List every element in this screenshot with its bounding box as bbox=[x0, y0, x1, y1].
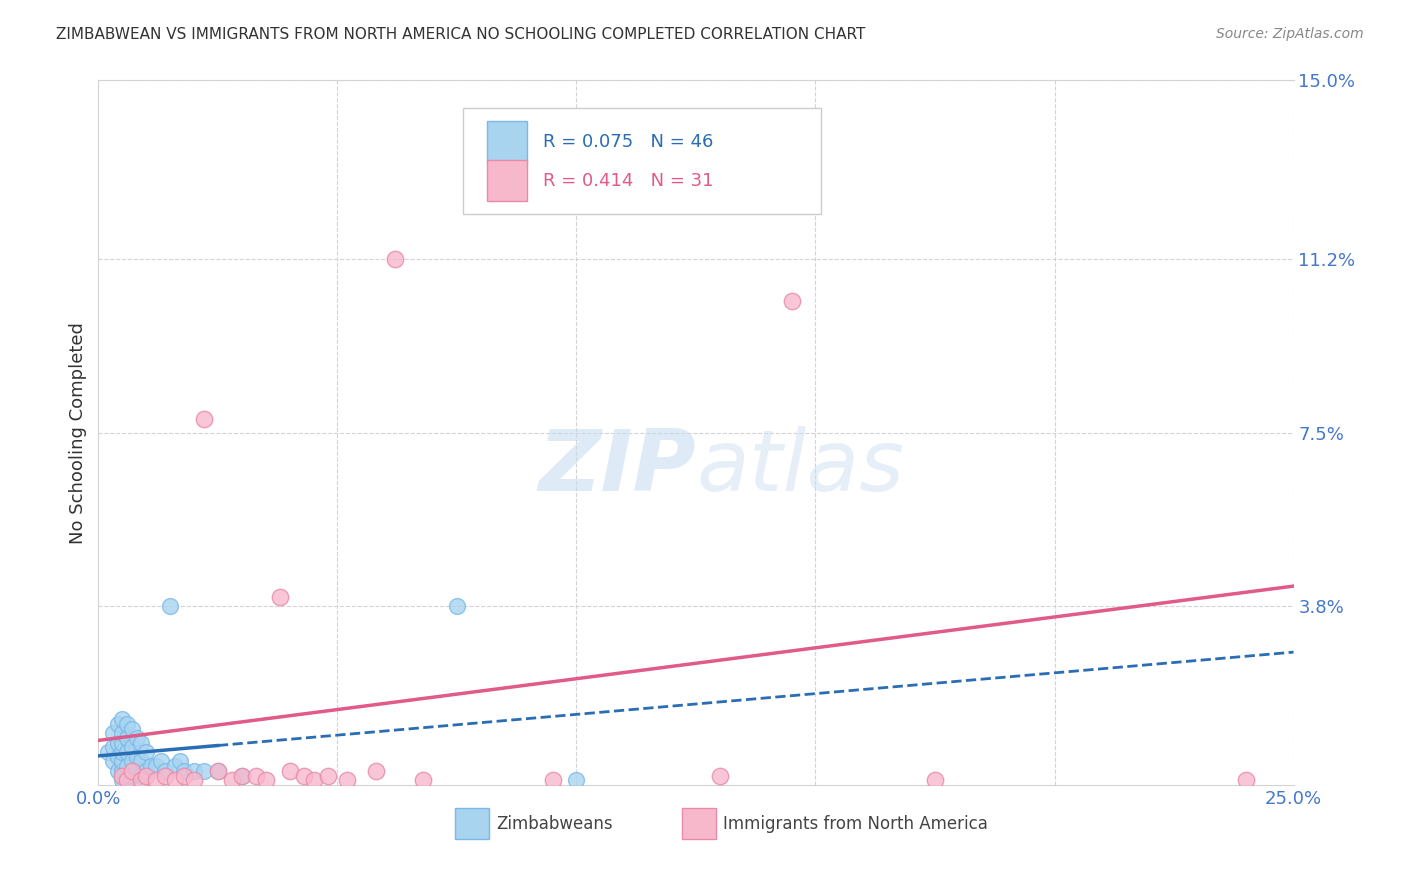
Point bbox=[709, 768, 731, 782]
Point bbox=[183, 773, 205, 788]
Point bbox=[254, 773, 277, 788]
Point bbox=[107, 764, 129, 778]
Point bbox=[107, 749, 129, 764]
Point bbox=[131, 773, 153, 788]
Point bbox=[565, 773, 588, 788]
Point bbox=[115, 768, 138, 782]
Text: Source: ZipAtlas.com: Source: ZipAtlas.com bbox=[1216, 27, 1364, 41]
Point bbox=[541, 773, 564, 788]
Point bbox=[101, 755, 124, 769]
Point bbox=[125, 749, 148, 764]
Point bbox=[316, 768, 339, 782]
Point bbox=[163, 759, 186, 773]
Point bbox=[924, 773, 946, 788]
Point bbox=[183, 764, 205, 778]
Point bbox=[446, 599, 468, 614]
Point bbox=[302, 773, 325, 788]
Point bbox=[115, 759, 138, 773]
Point bbox=[292, 768, 315, 782]
Point bbox=[115, 745, 138, 759]
Point bbox=[115, 717, 138, 731]
Point bbox=[231, 768, 253, 782]
Point bbox=[97, 745, 120, 759]
Point bbox=[111, 745, 134, 759]
Point bbox=[245, 768, 267, 782]
Point bbox=[121, 764, 143, 778]
Point bbox=[111, 736, 134, 750]
Point bbox=[278, 764, 301, 778]
Point bbox=[111, 726, 134, 740]
Text: ZIMBABWEAN VS IMMIGRANTS FROM NORTH AMERICA NO SCHOOLING COMPLETED CORRELATION C: ZIMBABWEAN VS IMMIGRANTS FROM NORTH AMER… bbox=[56, 27, 866, 42]
Point bbox=[121, 722, 143, 736]
Text: atlas: atlas bbox=[696, 426, 904, 509]
FancyBboxPatch shape bbox=[463, 109, 821, 214]
FancyBboxPatch shape bbox=[486, 160, 527, 202]
Point bbox=[159, 599, 181, 614]
Point bbox=[101, 726, 124, 740]
Y-axis label: No Schooling Completed: No Schooling Completed bbox=[69, 322, 87, 543]
FancyBboxPatch shape bbox=[486, 121, 527, 162]
Point bbox=[231, 768, 253, 782]
Point bbox=[111, 764, 134, 778]
Point bbox=[131, 736, 153, 750]
Point bbox=[412, 773, 434, 788]
Point bbox=[121, 740, 143, 755]
Point bbox=[1234, 773, 1257, 788]
Point bbox=[111, 712, 134, 726]
Point bbox=[364, 764, 387, 778]
Point bbox=[173, 768, 195, 782]
Point bbox=[125, 731, 148, 745]
Point bbox=[121, 755, 143, 769]
Point bbox=[207, 764, 229, 778]
Point bbox=[149, 755, 172, 769]
Text: R = 0.414   N = 31: R = 0.414 N = 31 bbox=[543, 171, 713, 190]
Point bbox=[135, 768, 157, 782]
Point bbox=[269, 590, 291, 604]
Point bbox=[780, 294, 803, 309]
Point bbox=[111, 755, 134, 769]
Point bbox=[207, 764, 229, 778]
Point bbox=[155, 764, 177, 778]
Point bbox=[155, 768, 177, 782]
Point bbox=[494, 167, 516, 181]
Point bbox=[111, 768, 134, 782]
Point bbox=[139, 759, 162, 773]
Point bbox=[121, 768, 143, 782]
Point bbox=[125, 764, 148, 778]
Point bbox=[173, 764, 195, 778]
Point bbox=[145, 759, 167, 773]
Point bbox=[115, 773, 138, 788]
Point bbox=[193, 411, 215, 425]
Point bbox=[107, 736, 129, 750]
Text: Immigrants from North America: Immigrants from North America bbox=[724, 814, 988, 833]
Point bbox=[131, 755, 153, 769]
Text: R = 0.075   N = 46: R = 0.075 N = 46 bbox=[543, 133, 713, 151]
Point bbox=[135, 764, 157, 778]
Point bbox=[169, 755, 191, 769]
Point bbox=[131, 768, 153, 782]
Point bbox=[193, 764, 215, 778]
FancyBboxPatch shape bbox=[454, 808, 489, 839]
Point bbox=[145, 773, 167, 788]
Point bbox=[384, 252, 406, 266]
Point bbox=[115, 731, 138, 745]
Point bbox=[107, 717, 129, 731]
Point bbox=[221, 773, 243, 788]
FancyBboxPatch shape bbox=[682, 808, 716, 839]
Text: Zimbabweans: Zimbabweans bbox=[496, 814, 613, 833]
Point bbox=[135, 745, 157, 759]
Point bbox=[101, 740, 124, 755]
Point bbox=[163, 773, 186, 788]
Text: ZIP: ZIP bbox=[538, 426, 696, 509]
Point bbox=[336, 773, 359, 788]
Point bbox=[111, 773, 134, 788]
